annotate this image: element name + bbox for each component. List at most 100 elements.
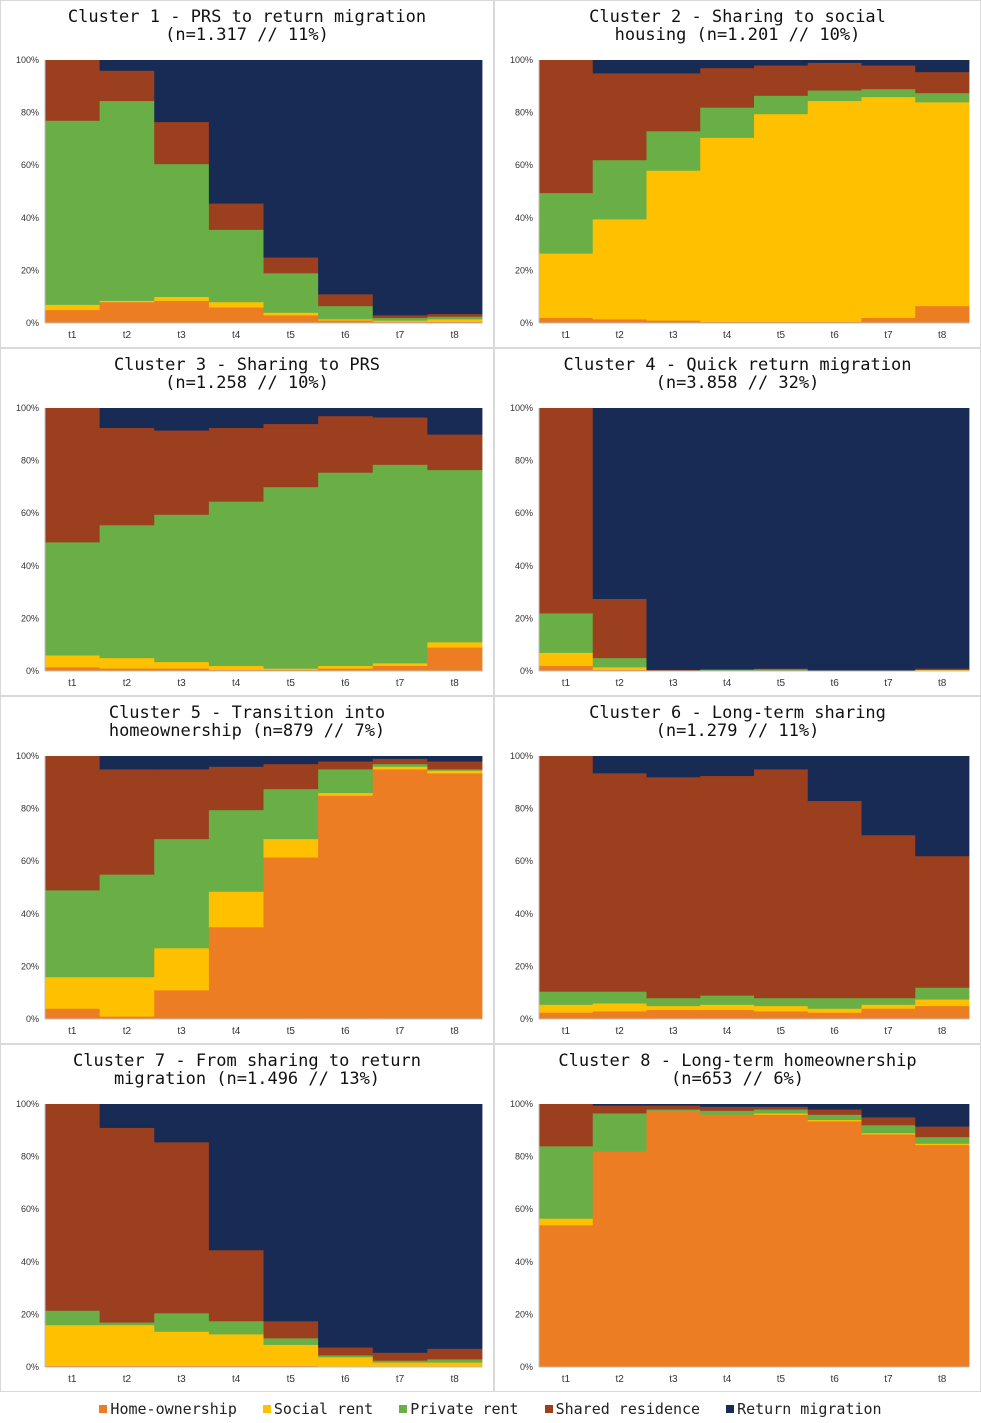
legend-label-return-migration: Return migration bbox=[737, 1399, 882, 1418]
bar-social-rent-t2 bbox=[99, 657, 155, 669]
legend-label-home-ownership: Home-ownership bbox=[110, 1399, 237, 1418]
x-tick-label: t3 bbox=[669, 678, 678, 689]
y-tick-label: 0% bbox=[520, 1014, 533, 1024]
bar-return-migration-t6 bbox=[807, 756, 862, 802]
bar-shared-residence-t4 bbox=[700, 1106, 755, 1111]
bar-private-rent-t2 bbox=[592, 657, 647, 668]
chart-panel-3: Cluster 3 - Sharing to PRS (n=1.258 // 1… bbox=[0, 348, 494, 696]
bar-shared-residence-t8 bbox=[427, 313, 483, 317]
bar-private-rent-t1 bbox=[539, 991, 594, 1005]
bar-private-rent-t4 bbox=[208, 1320, 264, 1335]
bar-home-ownership-t2 bbox=[592, 319, 647, 324]
x-tick-label: t1 bbox=[562, 1374, 571, 1385]
legend-item-return-migration: Return migration bbox=[726, 1400, 882, 1418]
bar-social-rent-t2 bbox=[99, 976, 155, 1017]
bar-private-rent-t7 bbox=[861, 1125, 916, 1134]
bar-private-rent-t8 bbox=[915, 92, 970, 103]
bar-private-rent-t8 bbox=[427, 1359, 483, 1363]
y-tick-label: 60% bbox=[515, 508, 533, 518]
legend-item-home-ownership: Home-ownership bbox=[99, 1399, 237, 1418]
bar-home-ownership-t4 bbox=[208, 926, 264, 1020]
bar-private-rent-t2 bbox=[99, 525, 155, 659]
bar-social-rent-t1 bbox=[539, 1218, 594, 1226]
bar-private-rent-t1 bbox=[539, 192, 594, 254]
bar-private-rent-t1 bbox=[539, 1146, 594, 1219]
y-tick-label: 0% bbox=[520, 318, 533, 328]
bar-home-ownership-t5 bbox=[754, 321, 809, 324]
bar-shared-residence-t4 bbox=[700, 67, 755, 108]
bar-shared-residence-t4 bbox=[208, 1249, 264, 1322]
bar-private-rent-t2 bbox=[592, 991, 647, 1004]
bar-shared-residence-t3 bbox=[646, 1105, 701, 1110]
bar-social-rent-t8 bbox=[427, 770, 483, 774]
x-tick-label: t4 bbox=[232, 1374, 241, 1385]
x-tick-label: t1 bbox=[562, 330, 571, 341]
x-tick-label: t7 bbox=[396, 678, 405, 689]
bar-private-rent-t5 bbox=[263, 486, 319, 669]
x-tick-label: t4 bbox=[723, 1026, 732, 1037]
bar-return-migration-t6 bbox=[318, 408, 374, 417]
chart-title: Cluster 4 - Quick return migration (n=3.… bbox=[563, 355, 912, 393]
bar-private-rent-t4 bbox=[208, 809, 264, 892]
bar-return-migration-t4 bbox=[700, 1104, 755, 1107]
bar-private-rent-t2 bbox=[592, 159, 647, 220]
y-tick-label: 60% bbox=[21, 1204, 39, 1214]
x-tick-label: t6 bbox=[830, 330, 839, 341]
bar-home-ownership-t3 bbox=[154, 300, 210, 324]
bar-private-rent-t1 bbox=[45, 542, 101, 656]
x-tick-label: t1 bbox=[68, 678, 77, 689]
bar-shared-residence-t4 bbox=[208, 427, 264, 502]
bar-social-rent-t3 bbox=[154, 947, 210, 991]
bar-home-ownership-t7 bbox=[861, 1008, 916, 1020]
y-tick-label: 40% bbox=[515, 909, 533, 919]
legend-item-shared-residence: Shared residence bbox=[544, 1400, 700, 1418]
bar-social-rent-t8 bbox=[915, 102, 970, 307]
bar-home-ownership-t1 bbox=[45, 309, 101, 324]
x-tick-label: t5 bbox=[777, 1026, 786, 1037]
bar-shared-residence-t8 bbox=[915, 668, 970, 670]
bar-private-rent-t1 bbox=[45, 890, 101, 978]
bar-shared-residence-t3 bbox=[646, 777, 701, 999]
y-tick-label: 80% bbox=[21, 456, 39, 466]
bar-social-rent-t8 bbox=[427, 1362, 483, 1367]
bar-return-migration-t2 bbox=[99, 756, 155, 770]
bar-return-migration-t3 bbox=[646, 408, 701, 670]
bar-social-rent-t1 bbox=[539, 1004, 594, 1013]
bar-private-rent-t6 bbox=[807, 90, 862, 102]
bar-return-migration-t2 bbox=[99, 60, 155, 71]
bar-social-rent-t1 bbox=[539, 253, 594, 319]
bar-return-migration-t3 bbox=[646, 1104, 701, 1106]
bar-return-migration-t6 bbox=[807, 1104, 862, 1110]
chart-title: Cluster 1 - PRS to return migration (n=1… bbox=[67, 7, 427, 45]
bar-home-ownership-t7 bbox=[372, 321, 428, 324]
bar-private-rent-t4 bbox=[208, 501, 264, 667]
x-tick-label: t2 bbox=[123, 330, 132, 341]
x-tick-label: t4 bbox=[232, 1026, 241, 1037]
y-tick-label: 40% bbox=[21, 213, 39, 223]
y-tick-label: 60% bbox=[21, 856, 39, 866]
bar-shared-residence-t4 bbox=[700, 668, 755, 670]
bar-return-migration-t3 bbox=[154, 1104, 210, 1143]
y-tick-label: 40% bbox=[21, 1257, 39, 1267]
bar-private-rent-t1 bbox=[45, 120, 101, 305]
y-tick-label: 20% bbox=[21, 961, 39, 971]
y-tick-label: 100% bbox=[16, 403, 39, 413]
y-tick-label: 100% bbox=[16, 1099, 39, 1109]
x-tick-label: t2 bbox=[615, 330, 624, 341]
bar-social-rent-t2 bbox=[592, 219, 647, 320]
bar-shared-residence-t3 bbox=[646, 669, 701, 672]
bar-home-ownership-t4 bbox=[208, 669, 264, 672]
chart-panel-8: Cluster 8 - Long-term homeownership (n=6… bbox=[494, 1044, 981, 1392]
chart-panel-7: Cluster 7 - From sharing to return migra… bbox=[0, 1044, 494, 1392]
bar-home-ownership-t3 bbox=[646, 1009, 701, 1020]
bar-shared-residence-t4 bbox=[208, 203, 264, 230]
bar-home-ownership-t6 bbox=[807, 1121, 862, 1368]
y-tick-label: 80% bbox=[21, 804, 39, 814]
bar-home-ownership-t3 bbox=[154, 990, 210, 1020]
y-tick-label: 100% bbox=[510, 1099, 533, 1109]
bar-shared-residence-t2 bbox=[99, 70, 155, 102]
bar-shared-residence-t7 bbox=[372, 315, 428, 319]
y-tick-label: 20% bbox=[21, 613, 39, 623]
bar-private-rent-t4 bbox=[700, 107, 755, 138]
y-tick-label: 0% bbox=[520, 1362, 533, 1372]
